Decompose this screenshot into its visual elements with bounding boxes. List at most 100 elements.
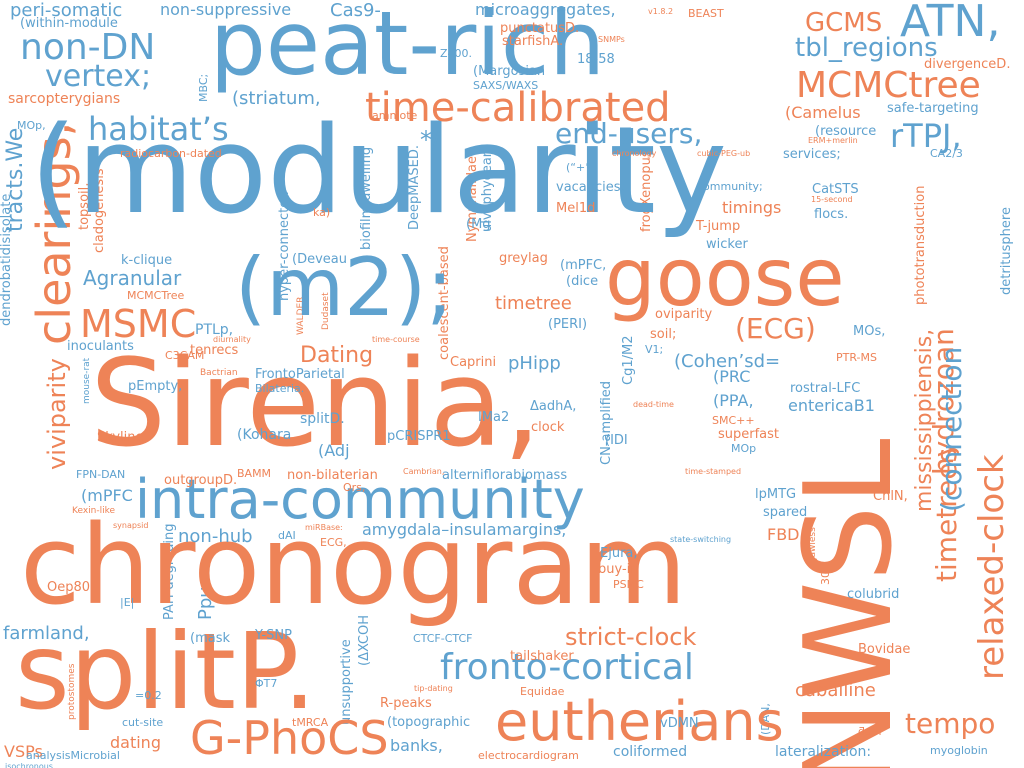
word-cg1-m2: Cg1/M2	[622, 336, 635, 385]
word-tip-dating: tip-dating	[414, 685, 453, 693]
word-dai: dAI	[278, 530, 296, 541]
word-camelus: (Camelus	[785, 105, 861, 121]
word-banks: banks,	[390, 738, 443, 754]
word-punctatusd: punctatusD.	[500, 22, 579, 35]
word-myoglobin: myoglobin	[930, 745, 988, 756]
word-connection: (connection	[938, 347, 966, 512]
word-services: services;	[783, 148, 841, 161]
word-coliformed: coliformed	[613, 745, 687, 759]
word-tempo: tempo	[905, 710, 995, 738]
word-cut-site: cut-site	[122, 717, 163, 728]
word-ptr-ms: PTR-MS	[836, 352, 877, 363]
word-mpfc-comma: (mPFC,	[560, 259, 606, 272]
word-eq-0-2: =0.2	[135, 690, 162, 701]
word-ejura: Ejura,	[600, 547, 638, 560]
word-erm-merlin: ERM+merlin	[808, 137, 858, 145]
word-enterica-b1: entericaB1	[788, 398, 875, 414]
word-cubic-peg-ub: cubic-PEG-ub	[697, 150, 750, 158]
word-isochronous: isochronous	[5, 763, 53, 768]
word-mcmctree-small: MCMCTree	[127, 290, 184, 301]
word-peri: (PERI)	[548, 318, 587, 331]
word-ecg: (ECG)	[735, 315, 816, 343]
word-bovidae: Bovidae	[858, 643, 910, 656]
word-msmc: MSMC	[80, 305, 196, 343]
word-comment: */	[420, 128, 440, 152]
word-eutherians: eutherians	[495, 695, 784, 749]
word-g-phocs: G-PhoCS	[190, 715, 389, 761]
word-e-abs: |E|	[120, 597, 134, 608]
word-y-snp: Y-SNP	[255, 629, 292, 642]
word-caballine: caballine	[795, 682, 876, 700]
word-strict-clock: strict-clock	[565, 625, 696, 649]
word-vertex: vertex;	[45, 62, 151, 92]
word-k-clique: k-clique	[121, 254, 172, 267]
word-sarcopterygians: sarcopterygians	[8, 92, 120, 106]
word-buy-in: buy-in	[598, 563, 639, 576]
word-chronology: chronology	[612, 150, 656, 158]
word-time-stamped: time-stamped	[685, 468, 741, 476]
word-nwsl: NWSL	[790, 439, 910, 768]
word-fpn-dan: FPN-DAN	[76, 469, 125, 480]
word-relaxed-clock: relaxed-clock	[975, 454, 1009, 680]
word-mbc: MBC;	[198, 74, 209, 102]
word-bilateria: Bilateria.	[255, 383, 304, 394]
word-snmps: SNMPs	[598, 36, 625, 44]
word-pempty: pEmpty,	[128, 380, 182, 393]
word-oep80: Oep80	[47, 581, 90, 594]
word-community: community;	[697, 181, 763, 192]
word-v1: V1;	[645, 344, 663, 355]
word-ecg-comma: ECG,	[320, 537, 347, 548]
word-synapsid: synapsid	[113, 522, 148, 530]
word-lateralization: lateralization:	[775, 745, 871, 759]
word-mpfc: (mPFC	[81, 488, 133, 504]
word-bamm: BAMM	[237, 468, 271, 479]
word-timings: timings	[722, 200, 781, 216]
word-habitats: habitat’s	[88, 113, 229, 145]
word-lpmtg: lpMTG	[755, 488, 796, 501]
word-r-peaks: R-peaks	[380, 697, 432, 710]
word-smcpp: SMC++	[712, 415, 755, 426]
word-amniote: amniote	[372, 110, 417, 121]
word-plus-quote: (“+”	[566, 162, 591, 173]
word-electrocardiogram: electrocardiogram	[478, 750, 579, 761]
word-within-module: (within-module	[20, 17, 118, 30]
word-adj: (Adj	[318, 443, 350, 459]
word-wicker: wicker	[706, 238, 748, 251]
word-kexin-like: Kexin-like	[72, 507, 115, 516]
word-tmrca: tMRCA	[292, 717, 328, 728]
word-striatum: (striatum,	[232, 90, 321, 108]
word-splitd: splitD.	[300, 412, 345, 426]
word-rostral-lfc: rostral-LFC	[790, 382, 860, 395]
word-mask: (mask	[190, 632, 230, 645]
word-bactrian: Bactrian	[200, 369, 238, 378]
word-equidae: Equidae	[520, 686, 564, 697]
word-analysis-microbial: analysisMicrobial	[26, 750, 120, 761]
word-safe-targeting: safe-targeting	[887, 102, 979, 115]
word-farmland: farmland,	[3, 625, 90, 643]
word-diurnality: diurnality	[213, 336, 251, 344]
word-viviparity: viviparity	[45, 358, 69, 470]
word-phi-t7: ΦT7	[255, 678, 277, 689]
word-superfast: superfast	[718, 428, 779, 441]
word-topographic: (topographic	[387, 716, 470, 729]
word-ctcf-ctcf: CTCF-CTCF	[413, 633, 473, 644]
word-outgroupd: outgroupD.	[164, 474, 237, 487]
word-18-58: 18-58	[577, 53, 615, 66]
word-divergenced: divergenceD.	[924, 58, 1010, 71]
word-caprini: Caprini	[450, 356, 496, 369]
word-radiocarbon-dated: radiocarbon-dated	[120, 148, 222, 159]
word-cas9: Cas9-	[330, 2, 381, 20]
word-phototransduction: phototransduction	[914, 186, 927, 305]
word-deveau: (Deveau	[292, 253, 347, 266]
word-psmc: PSMC	[613, 579, 644, 590]
word-dice: (dice	[566, 275, 598, 288]
word-mop-comma: MOp,	[17, 120, 46, 131]
word-kohara: (Kohara	[237, 428, 291, 442]
word-time-course: time-course	[372, 336, 420, 344]
word-tenrecs: tenrecs	[190, 344, 238, 357]
word-agranular: Agranular	[83, 268, 181, 288]
word-tbl-regions: tbl_regions	[795, 35, 938, 61]
word-ca2-3: CA2/3	[930, 148, 963, 159]
word-mcmctree: MCMCtree	[796, 68, 981, 104]
